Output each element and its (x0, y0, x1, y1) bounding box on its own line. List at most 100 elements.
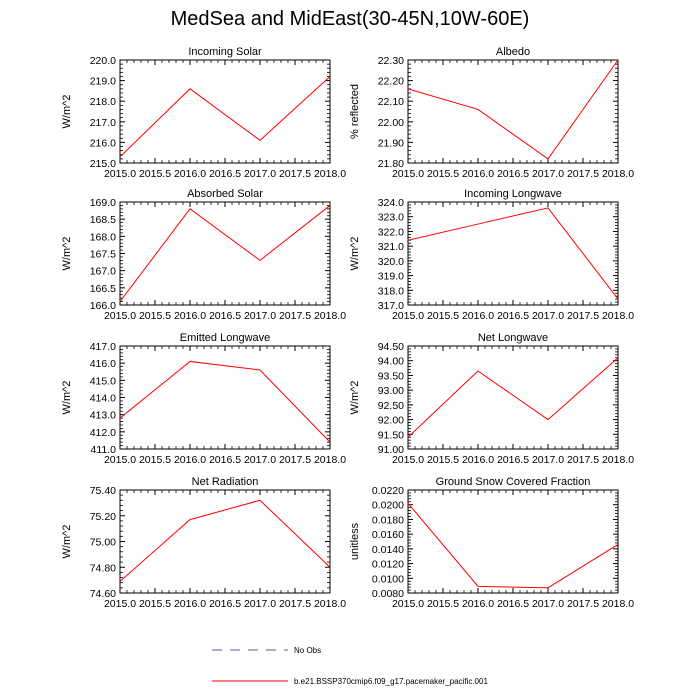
y-axis-label: W/m^2 (349, 381, 361, 415)
plot-frame (119, 201, 331, 306)
panel-net-longwave: Net Longwave W/m^2 2015.0 2015.5 2016.0 2016.… (349, 332, 634, 466)
x-tick-label: 2017.5 (279, 310, 311, 322)
x-tick-label: 2018.0 (602, 310, 634, 322)
y-tick-label: 22.10 (378, 96, 404, 108)
y-tick-label: 324.0 (378, 197, 404, 209)
y-tick-label: 323.0 (378, 212, 404, 224)
plot-frame (407, 201, 619, 306)
y-tick-label: 411.0 (91, 444, 117, 456)
x-tick-label: 2015.0 (392, 454, 424, 466)
series-line (119, 205, 331, 302)
x-tick-label: 2015.0 (392, 598, 424, 610)
y-tick-label: 21.80 (378, 158, 404, 170)
plot-frame (407, 345, 619, 450)
x-tick-label: 2016.0 (462, 168, 494, 180)
y-tick-label: 74.60 (90, 588, 116, 600)
y-tick-label: 93.50 (378, 370, 404, 382)
x-tick-label: 2015.0 (104, 598, 136, 610)
series-line (407, 502, 619, 589)
y-tick-label: 75.20 (90, 511, 116, 523)
x-tick-label: 2017.0 (244, 310, 276, 322)
x-tick-label: 2017.0 (532, 168, 564, 180)
y-tick-label: 91.00 (378, 444, 404, 456)
y-tick-label: 219.0 (90, 76, 116, 88)
x-tick-label: 2015.5 (427, 598, 459, 610)
panel-title: Ground Snow Covered Fraction (436, 476, 591, 488)
panel-title: Net Radiation (192, 476, 259, 488)
x-tick-label: 2016.5 (497, 310, 529, 322)
x-tick-label: 2016.5 (497, 168, 529, 180)
y-tick-label: 0.0120 (372, 559, 404, 571)
x-tick-label: 2016.0 (174, 310, 206, 322)
y-axis-label: W/m^2 (61, 95, 73, 129)
y-tick-label: 74.80 (90, 562, 116, 574)
y-tick-label: 322.0 (378, 226, 404, 238)
x-tick-label: 2017.0 (532, 454, 564, 466)
x-tick-label: 2016.0 (462, 310, 494, 322)
x-tick-label: 2017.5 (567, 168, 599, 180)
y-tick-label: 166.5 (90, 283, 116, 295)
x-tick-label: 2016.5 (497, 598, 529, 610)
x-tick-label: 2017.5 (279, 168, 311, 180)
plot-frame (119, 489, 331, 594)
series-line (407, 59, 619, 160)
y-tick-label: 412.0 (90, 427, 116, 439)
y-tick-label: 22.30 (378, 55, 404, 67)
x-tick-label: 2016.0 (462, 598, 494, 610)
x-tick-label: 2015.0 (104, 168, 136, 180)
x-tick-label: 2016.5 (209, 454, 241, 466)
panel-title: Albedo (496, 46, 530, 58)
x-tick-label: 2017.0 (532, 598, 564, 610)
y-tick-label: 218.0 (90, 96, 116, 108)
y-tick-label: 22.20 (378, 76, 404, 88)
y-tick-label: 0.0200 (372, 500, 404, 512)
y-tick-label: 166.0 (90, 300, 116, 312)
x-tick-label: 2018.0 (314, 454, 346, 466)
y-tick-label: 220.0 (90, 55, 116, 67)
y-tick-label: 22.00 (378, 117, 404, 129)
x-tick-label: 2015.5 (139, 454, 171, 466)
y-tick-label: 0.0160 (372, 529, 404, 541)
x-tick-label: 2015.0 (392, 168, 424, 180)
x-tick-label: 2016.5 (497, 454, 529, 466)
series-line (119, 499, 331, 582)
y-tick-label: 0.0080 (372, 588, 404, 600)
y-axis-label: % reflected (349, 84, 361, 139)
plot-frame (119, 59, 331, 164)
x-tick-label: 2016.0 (174, 598, 206, 610)
series-line (407, 357, 619, 438)
x-tick-label: 2018.0 (602, 454, 634, 466)
series-line (119, 360, 331, 443)
panel-title: Emitted Longwave (180, 332, 271, 344)
y-tick-label: 319.0 (378, 271, 404, 283)
x-tick-label: 2017.0 (244, 168, 276, 180)
y-tick-label: 0.0180 (372, 514, 404, 526)
y-tick-label: 168.5 (90, 214, 116, 226)
y-tick-label: 167.0 (90, 266, 116, 278)
y-tick-label: 75.00 (90, 537, 116, 549)
x-tick-label: 2017.5 (279, 598, 311, 610)
x-tick-label: 2018.0 (602, 598, 634, 610)
y-tick-label: 0.0220 (372, 485, 404, 497)
plot-frame (407, 59, 619, 164)
y-tick-label: 0.0140 (372, 544, 404, 556)
y-tick-label: 21.90 (378, 137, 404, 149)
x-tick-label: 2016.0 (462, 454, 494, 466)
x-tick-label: 2015.5 (427, 168, 459, 180)
x-tick-label: 2015.0 (392, 310, 424, 322)
y-tick-label: 94.50 (378, 341, 404, 353)
y-axis-label: unitless (349, 522, 361, 560)
y-axis-label: W/m^2 (349, 237, 361, 271)
x-tick-label: 2017.5 (567, 598, 599, 610)
plot-frame (407, 489, 619, 594)
y-tick-label: 320.0 (378, 256, 404, 268)
y-axis-label: W/m^2 (61, 525, 73, 559)
x-tick-label: 2016.5 (209, 598, 241, 610)
y-tick-label: 216.0 (90, 137, 116, 149)
panel-ground-snow-covered-fraction: Ground Snow Covered Fraction unitless 2015… (349, 476, 634, 610)
y-tick-label: 321.0 (378, 241, 404, 253)
series-line (119, 76, 331, 158)
